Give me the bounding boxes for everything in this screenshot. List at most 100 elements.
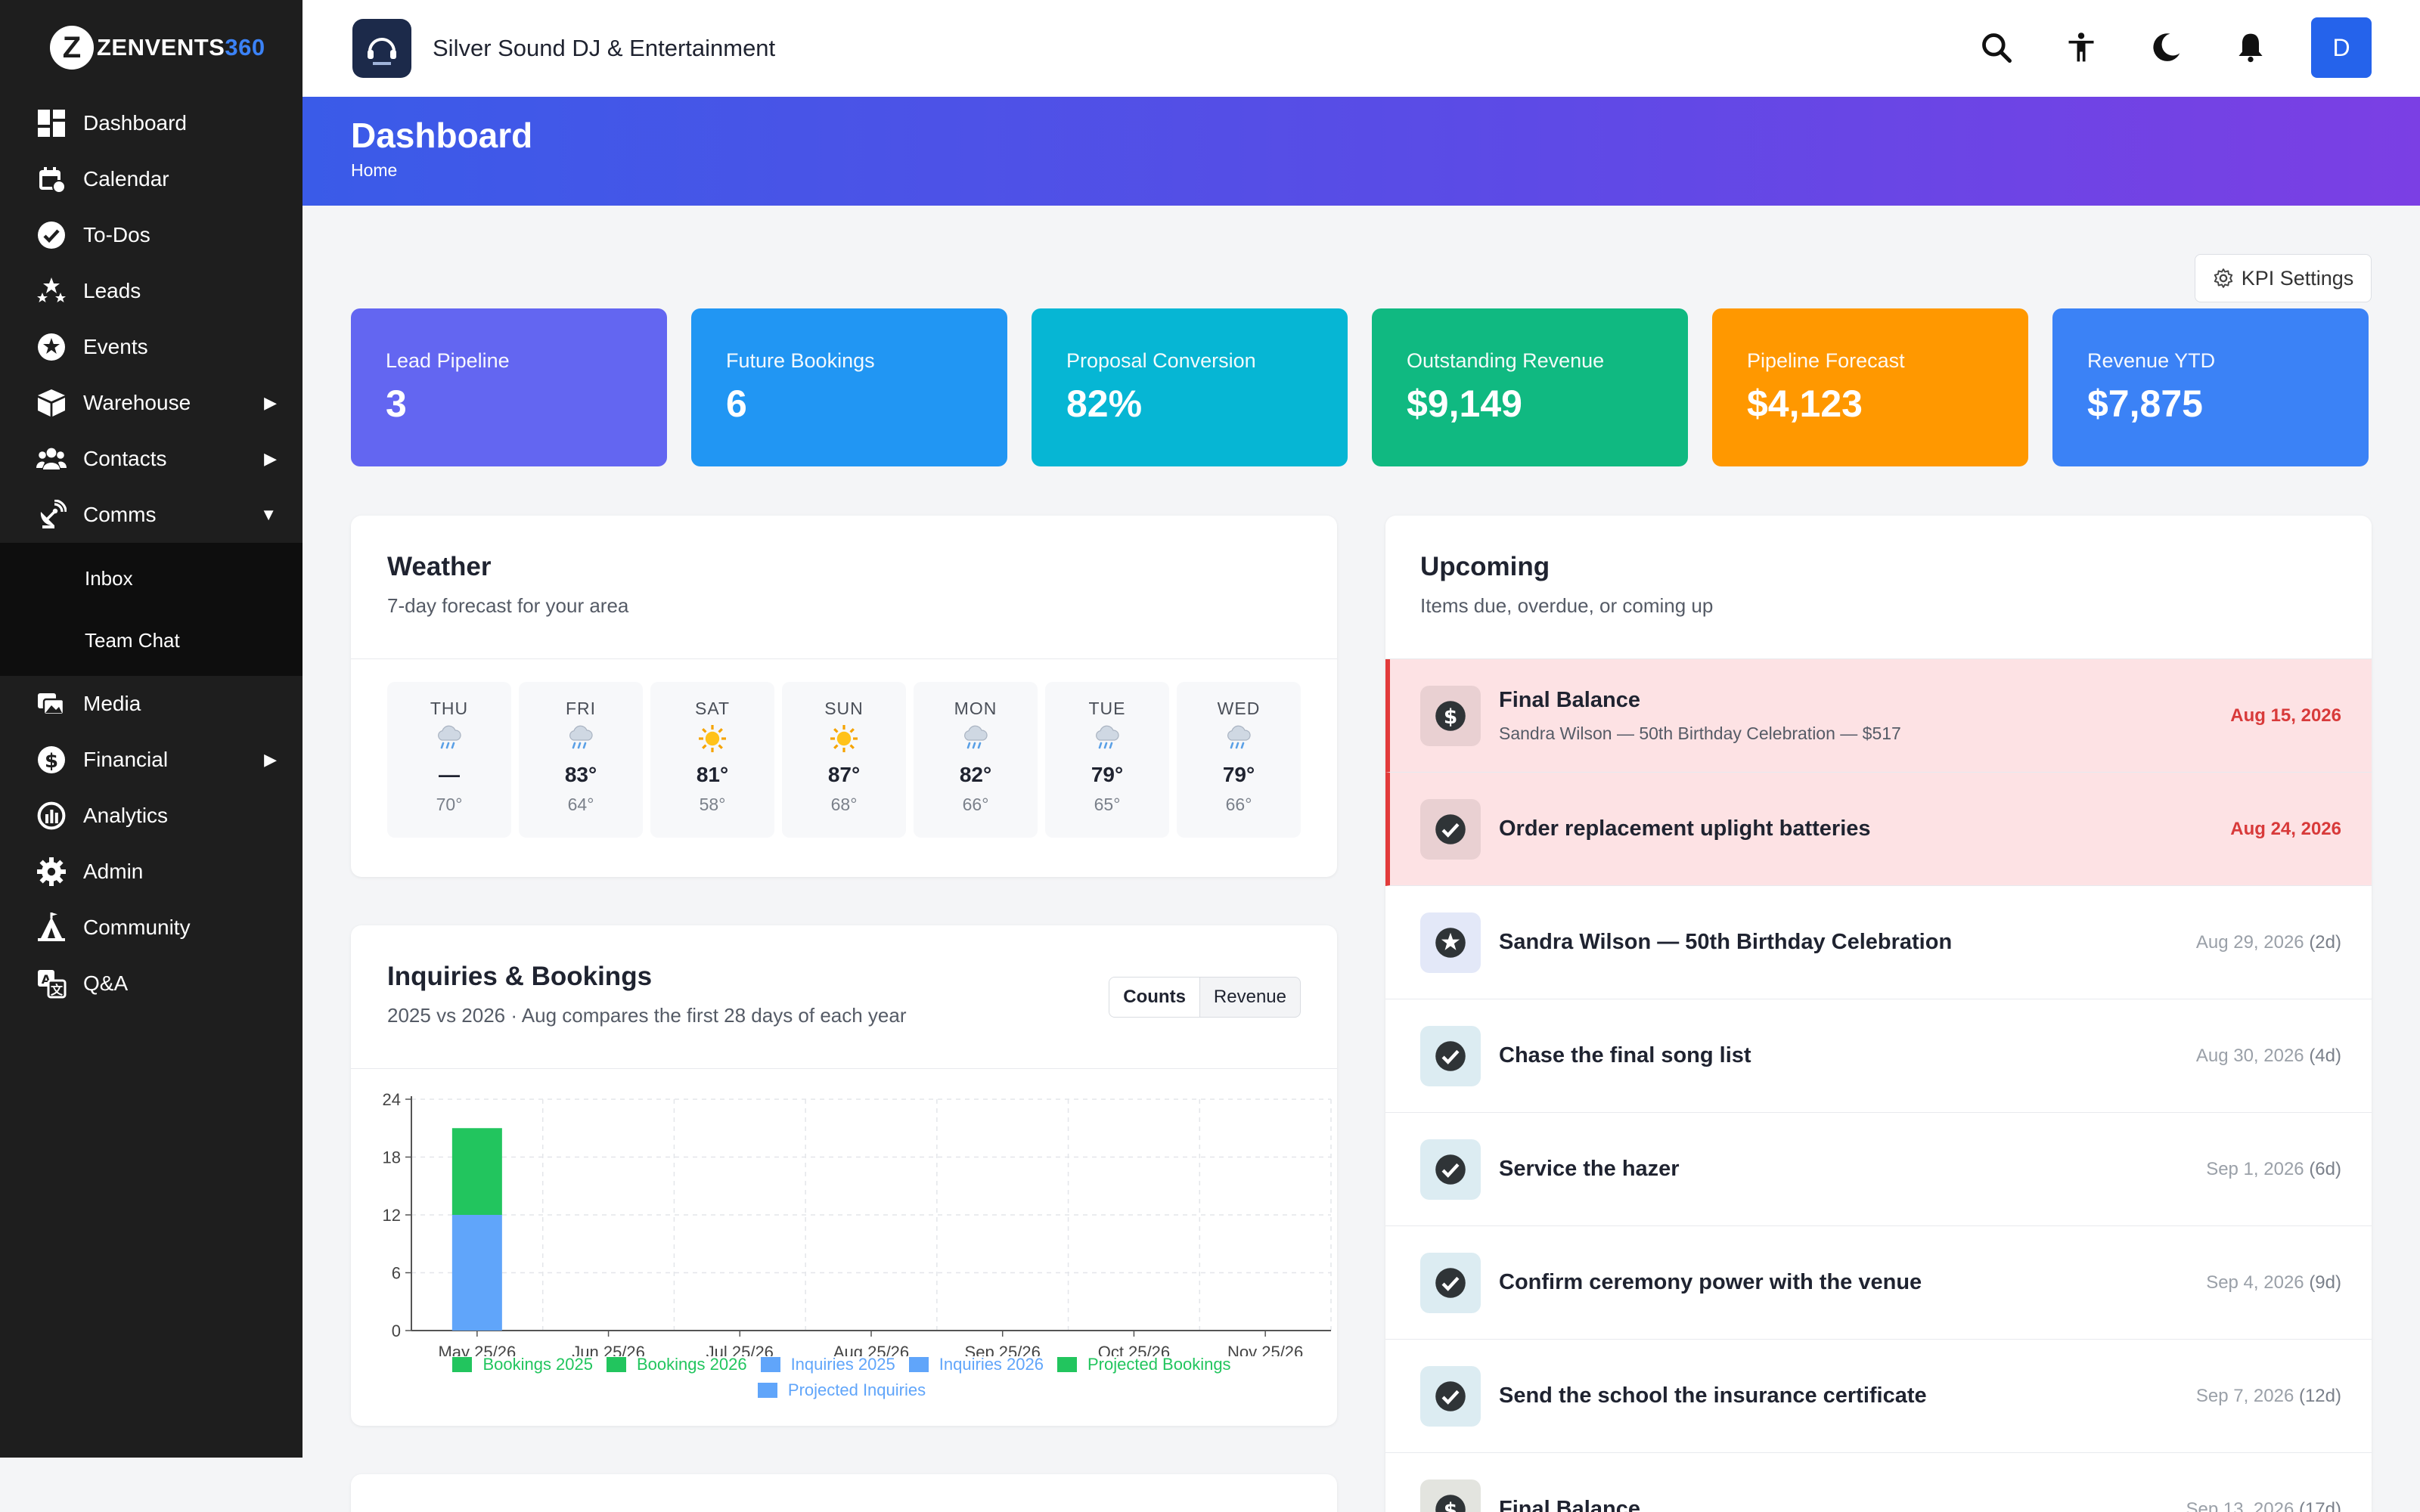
kpi-card[interactable]: Proposal Conversion 82% [1032, 308, 1348, 466]
kpi-label: Outstanding Revenue [1407, 349, 1605, 372]
upcoming-item-date: Aug 30, 2026 (4d) [2196, 1046, 2341, 1067]
weather-day: TUE 79° 65° [1045, 682, 1169, 838]
legend-swatch [607, 1357, 626, 1372]
legend-item[interactable]: Bookings 2026 [607, 1355, 752, 1374]
sidebar-item-leads[interactable]: Leads [0, 263, 302, 319]
upcoming-item[interactable]: Order replacement uplight batteries Aug 2… [1385, 773, 2372, 886]
sun-icon [782, 723, 906, 758]
upcoming-item[interactable]: Confirm ceremony power with the venue Sep… [1385, 1226, 2372, 1340]
sidebar-item-community[interactable]: Community [0, 900, 302, 956]
weather-high: 87° [827, 763, 861, 786]
x-tick-label: Sep 25/26 [965, 1343, 1041, 1356]
legend-item[interactable]: Projected Inquiries [757, 1380, 930, 1399]
sidebar-item-analytics[interactable]: Analytics [0, 788, 302, 844]
kpi-card[interactable]: Lead Pipeline 3 [351, 308, 667, 466]
kpi-settings-button[interactable]: KPI Settings [2195, 254, 2372, 302]
chevron-right-icon[interactable]: ▶ [264, 449, 277, 468]
x-tick-label: Nov 25/26 [1227, 1343, 1303, 1356]
legend-item[interactable]: Projected Bookings [1057, 1355, 1236, 1374]
upcoming-title: Upcoming [1420, 552, 1550, 581]
y-tick-label: 24 [383, 1090, 401, 1109]
chevron-right-icon[interactable]: ▶ [264, 750, 277, 769]
upcoming-item[interactable]: Sandra Wilson — 50th Birthday Celebratio… [1385, 886, 2372, 999]
analytics-icon [35, 799, 68, 832]
sidebar-item-label: Dashboard [83, 111, 187, 135]
sidebar-item-todos[interactable]: To-Dos [0, 207, 302, 263]
upcoming-item-relative: (2d) [2309, 931, 2341, 953]
inquiries-card: Inquiries & Bookings 2025 vs 2026 · Aug … [351, 925, 1337, 1426]
rain-icon [387, 723, 511, 758]
sidebar-item-financial[interactable]: $ Financial ▶ [0, 732, 302, 788]
weather-title: Weather [387, 552, 492, 581]
view-toggle: Counts Revenue [1109, 977, 1301, 1018]
sidebar-item-dashboard[interactable]: Dashboard [0, 95, 302, 151]
top-actions: D [1936, 17, 2372, 78]
box-icon [35, 386, 68, 420]
company-logo[interactable] [352, 19, 411, 78]
bell-icon[interactable] [2226, 23, 2275, 72]
toggle-counts[interactable]: Counts [1109, 978, 1200, 1017]
sidebar-item-comms[interactable]: Comms ▼ [0, 487, 302, 543]
upcoming-item-date-text: Aug 24, 2026 [2230, 818, 2341, 839]
gear-icon [35, 855, 68, 888]
kpi-card[interactable]: Revenue YTD $7,875 [2052, 308, 2369, 466]
star-circle-icon [35, 330, 68, 364]
weather-day: MON 82° 66° [914, 682, 1038, 838]
rain-icon [914, 723, 1038, 758]
legend-item[interactable]: Bookings 2025 [452, 1355, 597, 1374]
sidebar-item-label: Events [83, 335, 148, 358]
svg-text:$: $ [45, 750, 58, 773]
kpi-card[interactable]: Outstanding Revenue $9,149 [1372, 308, 1688, 466]
kpi-settings-label: KPI Settings [2241, 266, 2354, 290]
sidebar-item-events[interactable]: Events [0, 319, 302, 375]
media-icon [35, 687, 68, 720]
legend-item[interactable]: Inquiries 2025 [760, 1355, 900, 1374]
upcoming-item-date: Sep 4, 2026 (9d) [2206, 1272, 2341, 1294]
headphones-icon [368, 38, 396, 65]
calendar-icon [35, 163, 68, 196]
upcoming-item-date-text: Aug 15, 2026 [2230, 705, 2341, 726]
y-tick-label: 0 [392, 1321, 401, 1340]
moon-icon[interactable] [2142, 23, 2190, 72]
upcoming-item[interactable]: Service the hazer Sep 1, 2026 (6d) [1385, 1113, 2372, 1226]
kpi-label: Pipeline Forecast [1747, 349, 1905, 372]
weather-high: 79° [1222, 763, 1255, 786]
sidebar-item-calendar[interactable]: Calendar [0, 151, 302, 207]
sidebar-item-contacts[interactable]: Contacts ▶ [0, 431, 302, 487]
upcoming-item[interactable]: Chase the final song list Aug 30, 2026 (4… [1385, 999, 2372, 1113]
search-icon[interactable] [1972, 23, 2021, 72]
upcoming-item[interactable]: $ Final Balance Sandra Wilson — 50th Birth… [1385, 659, 2372, 773]
kpi-value: $7,875 [2087, 383, 2203, 425]
chart-legend: Bookings 2025 Bookings 2026 Inquiries 2025… [351, 1352, 1337, 1403]
legend-swatch [1057, 1357, 1077, 1372]
upcoming-item[interactable]: Send the school the insurance certificat… [1385, 1340, 2372, 1453]
sidebar-item-warehouse[interactable]: Warehouse ▶ [0, 375, 302, 431]
upcoming-item[interactable]: $ Final Balance Sep 13, 2026 (17d) [1385, 1453, 2372, 1512]
sidebar-subitem-inbox[interactable]: Inbox [85, 566, 133, 590]
y-tick-label: 18 [383, 1148, 401, 1167]
breadcrumb[interactable]: Home [351, 160, 398, 180]
sidebar-item-label: Community [83, 916, 191, 939]
sidebar-subitem-team-chat[interactable]: Team Chat [85, 628, 180, 652]
sidebar-item-label: Q&A [83, 971, 129, 995]
legend-swatch [452, 1357, 473, 1372]
sidebar-item-media[interactable]: Media [0, 676, 302, 732]
chevron-down-icon[interactable]: ▼ [260, 505, 277, 524]
upcoming-item-date-text: Sep 4, 2026 [2206, 1272, 2304, 1293]
weather-day: THU — 70° [387, 682, 511, 838]
chevron-right-icon[interactable]: ▶ [264, 393, 277, 412]
kpi-card[interactable]: Future Bookings 6 [691, 308, 1007, 466]
dollar-icon: $ [1420, 1479, 1481, 1512]
legend-item[interactable]: Inquiries 2026 [908, 1355, 1048, 1374]
sidebar-item-admin[interactable]: Admin [0, 844, 302, 900]
upcoming-item-date-text: Sep 1, 2026 [2206, 1158, 2304, 1179]
app-logo[interactable]: Z ZENVENTS360 [0, 0, 302, 95]
kpi-card[interactable]: Pipeline Forecast $4,123 [1712, 308, 2028, 466]
accessibility-icon[interactable] [2057, 23, 2105, 72]
user-avatar[interactable]: D [2311, 17, 2372, 78]
bar-bookings-2026 [451, 1128, 502, 1215]
upcoming-item-relative: (9d) [2309, 1272, 2341, 1293]
company-name: Silver Sound DJ & Entertainment [433, 35, 776, 61]
toggle-revenue[interactable]: Revenue [1213, 987, 1286, 1007]
